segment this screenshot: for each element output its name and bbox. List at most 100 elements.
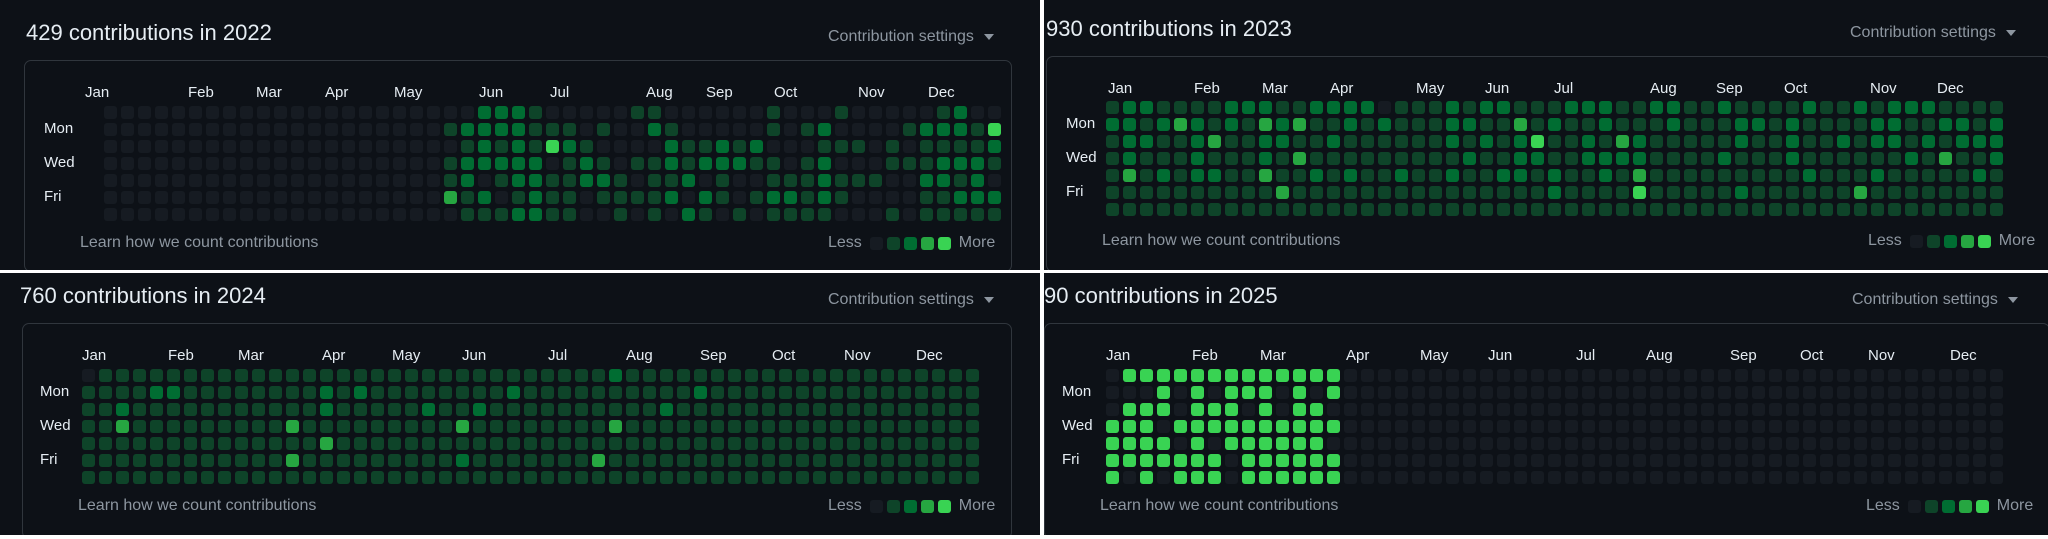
contribution-day-cell[interactable] bbox=[371, 437, 384, 450]
contribution-day-cell[interactable] bbox=[257, 191, 270, 204]
contribution-day-cell[interactable] bbox=[609, 471, 622, 484]
contribution-day-cell[interactable] bbox=[1310, 118, 1323, 131]
contribution-day-cell[interactable] bbox=[240, 174, 253, 187]
contribution-day-cell[interactable] bbox=[1888, 471, 1901, 484]
contribution-day-cell[interactable] bbox=[1378, 169, 1391, 182]
contribution-day-cell[interactable] bbox=[1463, 454, 1476, 467]
contribution-day-cell[interactable] bbox=[405, 471, 418, 484]
contribution-day-cell[interactable] bbox=[1191, 454, 1204, 467]
contribution-day-cell[interactable] bbox=[864, 437, 877, 450]
contribution-day-cell[interactable] bbox=[1463, 203, 1476, 216]
contribution-day-cell[interactable] bbox=[1582, 420, 1595, 433]
contribution-day-cell[interactable] bbox=[1463, 403, 1476, 416]
contribution-day-cell[interactable] bbox=[82, 454, 95, 467]
contribution-day-cell[interactable] bbox=[1820, 369, 1833, 382]
contribution-day-cell[interactable] bbox=[1939, 186, 1952, 199]
contribution-day-cell[interactable] bbox=[1480, 152, 1493, 165]
contribution-day-cell[interactable] bbox=[1106, 369, 1119, 382]
contribution-day-cell[interactable] bbox=[1412, 186, 1425, 199]
contribution-day-cell[interactable] bbox=[444, 174, 457, 187]
contribution-day-cell[interactable] bbox=[1735, 471, 1748, 484]
contribution-day-cell[interactable] bbox=[660, 420, 673, 433]
contribution-day-cell[interactable] bbox=[320, 386, 333, 399]
contribution-day-cell[interactable] bbox=[1956, 471, 1969, 484]
contribution-day-cell[interactable] bbox=[1973, 420, 1986, 433]
contribution-day-cell[interactable] bbox=[699, 208, 712, 221]
contribution-day-cell[interactable] bbox=[1395, 403, 1408, 416]
contribution-day-cell[interactable] bbox=[359, 174, 372, 187]
contribution-settings-button[interactable]: Contribution settings bbox=[828, 28, 994, 46]
contribution-day-cell[interactable] bbox=[82, 437, 95, 450]
contribution-day-cell[interactable] bbox=[172, 174, 185, 187]
contribution-day-cell[interactable] bbox=[1412, 471, 1425, 484]
contribution-day-cell[interactable] bbox=[1735, 203, 1748, 216]
contribution-day-cell[interactable] bbox=[971, 140, 984, 153]
contribution-day-cell[interactable] bbox=[206, 106, 219, 119]
contribution-day-cell[interactable] bbox=[949, 454, 962, 467]
contribution-day-cell[interactable] bbox=[507, 420, 520, 433]
contribution-day-cell[interactable] bbox=[694, 471, 707, 484]
contribution-day-cell[interactable] bbox=[427, 208, 440, 221]
contribution-day-cell[interactable] bbox=[1395, 454, 1408, 467]
contribution-day-cell[interactable] bbox=[235, 403, 248, 416]
contribution-day-cell[interactable] bbox=[1633, 454, 1646, 467]
contribution-day-cell[interactable] bbox=[1395, 369, 1408, 382]
contribution-day-cell[interactable] bbox=[1514, 420, 1527, 433]
contribution-day-cell[interactable] bbox=[592, 386, 605, 399]
contribution-day-cell[interactable] bbox=[1225, 101, 1238, 114]
contribution-day-cell[interactable] bbox=[541, 454, 554, 467]
contribution-day-cell[interactable] bbox=[116, 454, 129, 467]
contribution-day-cell[interactable] bbox=[1531, 118, 1544, 131]
contribution-day-cell[interactable] bbox=[1565, 118, 1578, 131]
contribution-day-cell[interactable] bbox=[1531, 169, 1544, 182]
contribution-day-cell[interactable] bbox=[830, 437, 843, 450]
learn-how-link[interactable]: Learn how we count contributions bbox=[80, 234, 319, 251]
contribution-day-cell[interactable] bbox=[1174, 471, 1187, 484]
contribution-day-cell[interactable] bbox=[835, 106, 848, 119]
contribution-day-cell[interactable] bbox=[1684, 471, 1697, 484]
contribution-day-cell[interactable] bbox=[847, 369, 860, 382]
contribution-day-cell[interactable] bbox=[898, 420, 911, 433]
contribution-day-cell[interactable] bbox=[495, 174, 508, 187]
contribution-day-cell[interactable] bbox=[422, 471, 435, 484]
contribution-day-cell[interactable] bbox=[240, 140, 253, 153]
contribution-day-cell[interactable] bbox=[342, 140, 355, 153]
contribution-day-cell[interactable] bbox=[1378, 118, 1391, 131]
contribution-day-cell[interactable] bbox=[121, 191, 134, 204]
contribution-day-cell[interactable] bbox=[1395, 169, 1408, 182]
contribution-day-cell[interactable] bbox=[1157, 152, 1170, 165]
contribution-day-cell[interactable] bbox=[388, 386, 401, 399]
contribution-day-cell[interactable] bbox=[1123, 471, 1136, 484]
contribution-day-cell[interactable] bbox=[1837, 454, 1850, 467]
contribution-day-cell[interactable] bbox=[393, 106, 406, 119]
contribution-day-cell[interactable] bbox=[1378, 403, 1391, 416]
contribution-day-cell[interactable] bbox=[1735, 403, 1748, 416]
contribution-day-cell[interactable] bbox=[869, 140, 882, 153]
contribution-day-cell[interactable] bbox=[881, 403, 894, 416]
contribution-day-cell[interactable] bbox=[745, 369, 758, 382]
contribution-day-cell[interactable] bbox=[1820, 101, 1833, 114]
contribution-day-cell[interactable] bbox=[1395, 420, 1408, 433]
contribution-day-cell[interactable] bbox=[796, 403, 809, 416]
contribution-day-cell[interactable] bbox=[1650, 454, 1663, 467]
contribution-day-cell[interactable] bbox=[631, 174, 644, 187]
contribution-day-cell[interactable] bbox=[801, 140, 814, 153]
contribution-day-cell[interactable] bbox=[184, 471, 197, 484]
contribution-day-cell[interactable] bbox=[830, 386, 843, 399]
contribution-day-cell[interactable] bbox=[359, 140, 372, 153]
contribution-day-cell[interactable] bbox=[1854, 471, 1867, 484]
contribution-day-cell[interactable] bbox=[920, 106, 933, 119]
contribution-day-cell[interactable] bbox=[104, 191, 117, 204]
contribution-day-cell[interactable] bbox=[1157, 437, 1170, 450]
contribution-day-cell[interactable] bbox=[541, 420, 554, 433]
contribution-day-cell[interactable] bbox=[1854, 203, 1867, 216]
contribution-day-cell[interactable] bbox=[1854, 369, 1867, 382]
contribution-day-cell[interactable] bbox=[971, 174, 984, 187]
contribution-day-cell[interactable] bbox=[1905, 186, 1918, 199]
contribution-day-cell[interactable] bbox=[1242, 471, 1255, 484]
contribution-day-cell[interactable] bbox=[988, 157, 1001, 170]
contribution-day-cell[interactable] bbox=[1956, 403, 1969, 416]
contribution-day-cell[interactable] bbox=[461, 174, 474, 187]
contribution-day-cell[interactable] bbox=[1361, 118, 1374, 131]
contribution-day-cell[interactable] bbox=[847, 420, 860, 433]
